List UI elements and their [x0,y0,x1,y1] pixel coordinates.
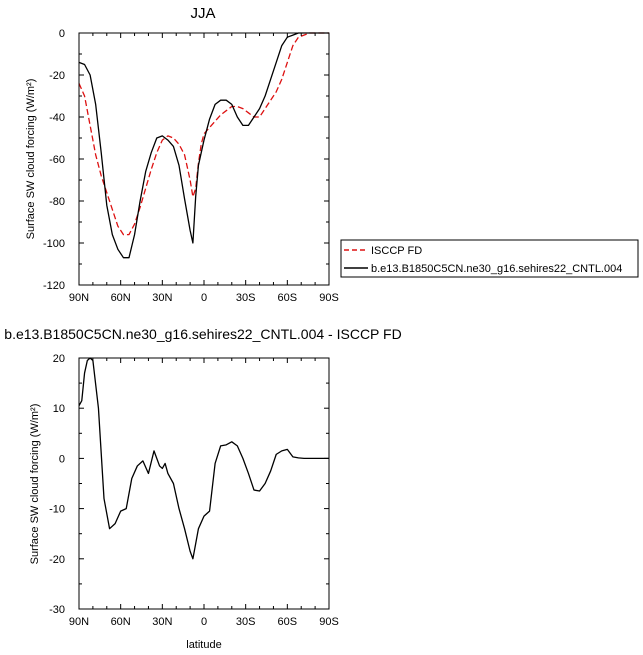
bottom-chart-title: b.e13.B1850C5CN.ne30_g16.sehires22_CNTL.… [4,326,401,342]
bottom-y-tick-label: 10 [53,403,65,415]
top-series-group [78,32,329,259]
bottom-series-line-0 [78,357,329,560]
top-x-tick-label: 60N [111,292,131,304]
top-x-tick-label: 0 [201,292,207,304]
bottom-x-tick-label: 90S [319,616,339,628]
bottom-y-tick-label: 20 [53,353,65,365]
bottom-x-tick-label: 30S [236,616,256,628]
top-y-tick-label: -100 [43,238,65,250]
bottom-x-axis: 90N 60N 30N 0 30S 60S 90S [69,358,339,628]
bottom-x-tick-label: 30N [152,616,172,628]
legend-label-isccp: ISCCP FD [371,245,422,257]
bottom-plot-frame [78,357,330,610]
top-y-tick-label: -120 [43,280,65,292]
top-chart-title: JJA [190,5,215,22]
top-x-tick-label: 90N [69,292,89,304]
bottom-y-tick-label: -10 [49,504,65,516]
top-y-axis-label: Surface SW cloud forcing (W/m²) [25,79,37,240]
top-y-tick-label: -40 [49,112,65,124]
top-series-line-0 [78,32,329,236]
bottom-x-tick-label: 90N [69,616,89,628]
top-x-tick-label: 30N [152,292,172,304]
top-y-axis: 0 -20 -40 -60 -80 -100 -120 [43,28,329,292]
bottom-x-tick-label: 60N [111,616,131,628]
legend-label-model: b.e13.B1850C5CN.ne30_g16.sehires22_CNTL.… [371,263,622,275]
top-y-tick-label: -20 [49,70,65,82]
bottom-y-axis: 20 10 0 -10 -20 -30 [49,353,329,616]
top-x-axis: 90N 60N 30N 0 30S 60S 90S [69,33,339,304]
bottom-x-tick-label: 60S [278,616,298,628]
top-x-tick-label: 90S [319,292,339,304]
top-y-tick-label: 0 [59,28,65,40]
legend-box [340,239,639,278]
bottom-x-axis-label: latitude [186,639,221,651]
top-x-tick-label: 30S [236,292,256,304]
top-y-tick-label: -60 [49,154,65,166]
top-x-tick-label: 60S [278,292,298,304]
legend: ISCCP FD b.e13.B1850C5CN.ne30_g16.sehire… [340,239,639,278]
bottom-x-tick-label: 0 [201,616,207,628]
bottom-y-tick-label: -20 [49,554,65,566]
bottom-series-group [78,357,329,560]
bottom-y-axis-label: Surface SW cloud forcing (W/m²) [29,404,41,565]
top-y-tick-label: -80 [49,196,65,208]
bottom-y-tick-label: 0 [59,453,65,465]
bottom-y-tick-label: -30 [49,604,65,616]
